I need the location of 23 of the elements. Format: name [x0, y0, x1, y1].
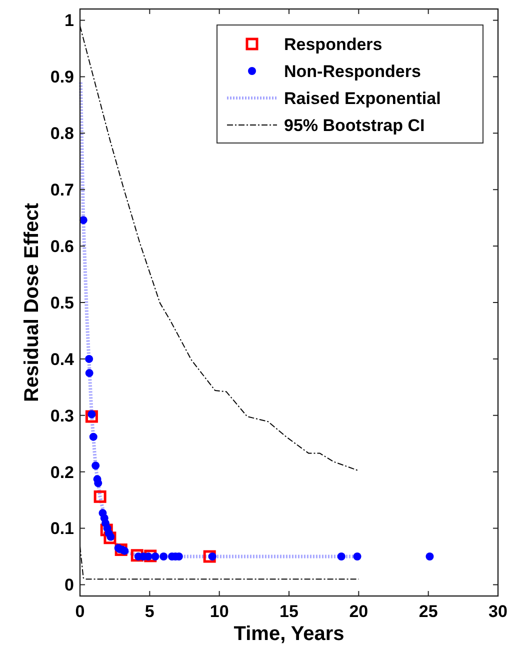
legend-label: 95% Bootstrap CI [284, 116, 425, 135]
y-tick-label: 0.5 [50, 293, 74, 312]
x-tick-label: 15 [280, 602, 298, 621]
y-tick-label: 0.6 [50, 237, 74, 256]
y-tick-label: 0.2 [50, 462, 74, 482]
y-tick-label: 0.7 [50, 180, 74, 200]
x-tick-label: 5 [144, 602, 154, 621]
y-tick-label: 0 [64, 576, 74, 595]
y-tick-label: 0.1 [50, 519, 74, 538]
y-tick-label: 1 [64, 11, 74, 30]
legend-label: Raised Exponential [284, 88, 441, 108]
y-tick-label: 0.8 [50, 124, 74, 144]
x-tick-label: 10 [210, 602, 229, 621]
x-tick-label: 30 [488, 602, 508, 621]
y-tick-label: 0.9 [50, 68, 74, 87]
y-axis-title: Residual Dose Effect [21, 202, 43, 402]
legend-label: Non-Responders [284, 62, 421, 81]
x-axis-title: Time, Years [234, 623, 344, 645]
legend-label: Responders [284, 34, 382, 54]
x-tick-label: 25 [418, 602, 438, 621]
x-tick-label: 20 [349, 602, 368, 621]
y-tick-label: 0.4 [50, 350, 75, 369]
y-tick-label: 0.3 [50, 406, 74, 426]
